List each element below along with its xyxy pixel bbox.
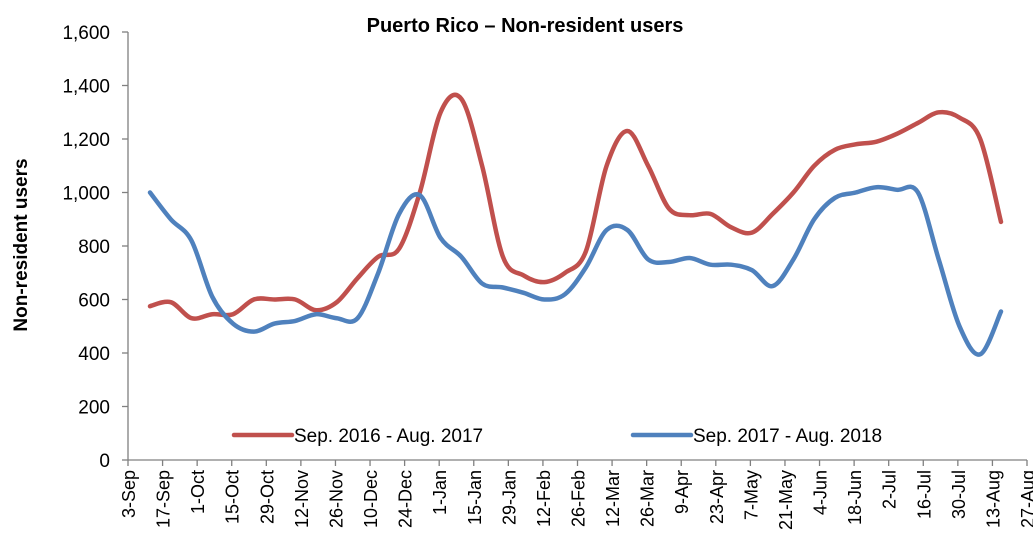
x-tick-label: 12-Mar [603, 470, 623, 527]
x-tick-label: 7-May [741, 470, 761, 520]
y-tick-label: 1,200 [62, 130, 110, 151]
x-tick-label: 18-Jun [845, 470, 865, 525]
y-tick-label: 1,600 [62, 23, 110, 44]
x-tick-label: 26-Mar [638, 470, 658, 527]
series-line-1 [147, 92, 1004, 321]
y-tick-label: 600 [78, 291, 110, 312]
x-tick-label: 13-Aug [983, 470, 1003, 528]
x-tick-label: 24-Dec [396, 470, 416, 528]
y-tick-label: 200 [78, 398, 110, 419]
x-tick-label: 26-Nov [326, 470, 346, 528]
x-tick-label: 2-Jul [880, 470, 900, 509]
x-tick-label: 12-Feb [534, 470, 554, 527]
x-tick-label: 10-Dec [361, 470, 381, 528]
legend-label-1: Sep. 2016 - Aug. 2017 [294, 426, 483, 447]
x-tick-label: 12-Nov [292, 470, 312, 528]
x-tick-label: 15-Jan [465, 470, 485, 525]
legend-label-2: Sep. 2017 - Aug. 2018 [693, 426, 882, 447]
y-tick-label: 1,000 [62, 184, 110, 205]
y-tick-label: 400 [78, 344, 110, 365]
x-tick-label: 1-Oct [188, 470, 208, 514]
y-tick-label: 800 [78, 237, 110, 258]
legend: Sep. 2016 - Aug. 2017 Sep. 2017 - Aug. 20… [231, 426, 882, 447]
x-tick-label: 29-Jan [499, 470, 519, 525]
series-layer [147, 92, 1004, 357]
x-tick-label: 23-Apr [707, 470, 727, 524]
series-line-2 [147, 184, 1004, 357]
y-axis-label: Non-resident users [11, 158, 32, 331]
y-axis-ticks: 0 200 400 600 800 1,000 1,200 1,400 1,600 [62, 23, 128, 472]
x-tick-label: 17-Sep [154, 470, 174, 528]
x-tick-label: 21-May [776, 470, 796, 530]
y-tick-label: 0 [99, 451, 110, 472]
x-tick-label: 29-Oct [257, 470, 277, 524]
x-tick-label: 15-Oct [223, 470, 243, 524]
x-tick-label: 26-Feb [569, 470, 589, 527]
x-tick-label: 9-Apr [672, 470, 692, 514]
x-tick-label: 3-Sep [119, 470, 139, 518]
x-tick-label: 4-Jun [811, 470, 831, 515]
x-tick-label: 16-Jul [914, 470, 934, 519]
x-tick-label: 1-Jan [430, 470, 450, 515]
x-axis-ticks: 3-Sep 17-Sep 1-Oct 15-Oct 29-Oct 12-Nov 26-Nov… [119, 460, 1033, 530]
x-tick-label: 30-Jul [949, 470, 969, 519]
chart-title: Puerto Rico – Non-resident users [367, 15, 684, 37]
x-tick-label: 27-Aug [1018, 470, 1033, 528]
y-tick-label: 1,400 [62, 77, 110, 98]
